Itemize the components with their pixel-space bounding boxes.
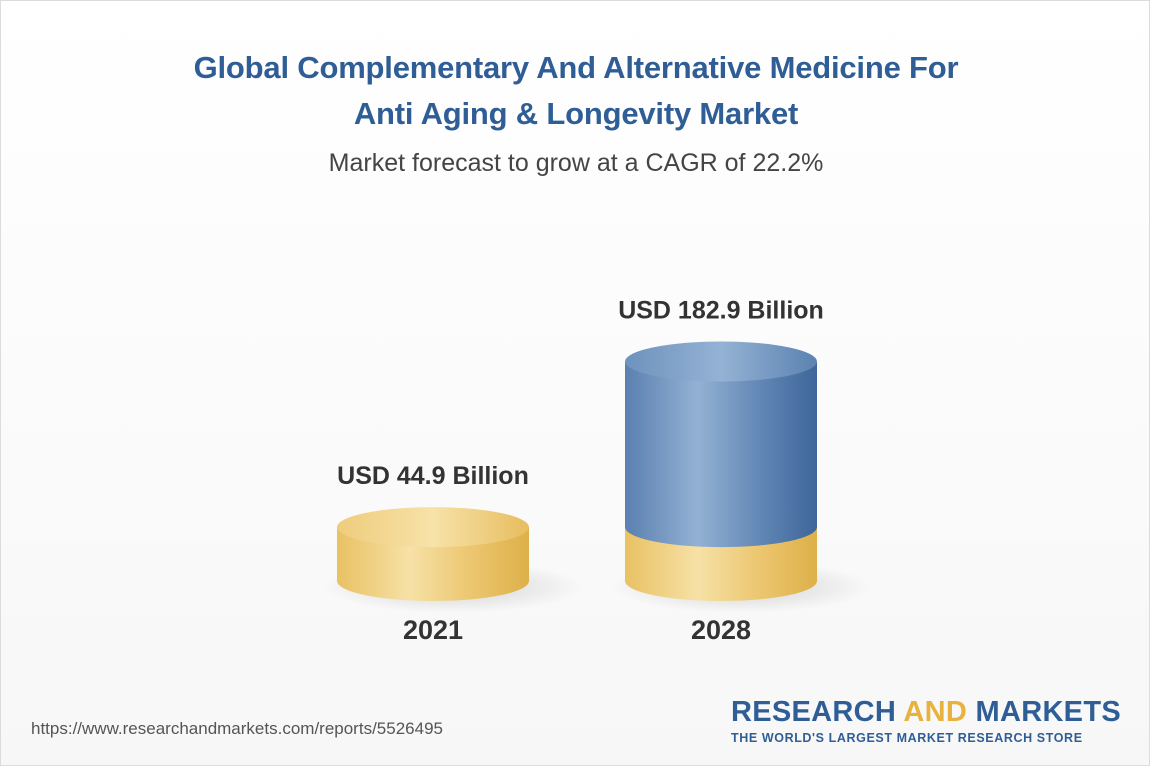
source-url[interactable]: https://www.researchandmarkets.com/repor… bbox=[31, 719, 443, 738]
brand-word-and: AND bbox=[903, 696, 968, 728]
bar-top-2021 bbox=[337, 507, 529, 548]
brand-logo: RESEARCH AND MARKETS THE WORLD'S LARGEST… bbox=[731, 695, 1121, 745]
category-label-2021: 2021 bbox=[403, 615, 463, 645]
category-label-2028: 2028 bbox=[691, 615, 751, 645]
title-line-1: Global Complementary And Alternative Med… bbox=[193, 50, 959, 85]
bar-2021 bbox=[337, 527, 529, 601]
bar-top-2028 bbox=[625, 341, 817, 382]
brand-tagline: THE WORLD'S LARGEST MARKET RESEARCH STOR… bbox=[730, 731, 1083, 745]
title-line-2: Anti Aging & Longevity Market bbox=[353, 96, 799, 131]
data-label-2028: USD 182.9 Billion bbox=[618, 297, 824, 325]
data-label-2021: USD 44.9 Billion bbox=[337, 462, 529, 490]
brand-word-research: RESEARCH bbox=[730, 696, 897, 728]
bar-base-segment-2028 bbox=[625, 527, 817, 601]
brand-name: RESEARCH AND MARKETS bbox=[731, 695, 1121, 729]
chart-subtitle: Market forecast to grow at a CAGR of 22.… bbox=[328, 149, 824, 177]
page-title: Global Complementary And Alternative Med… bbox=[1, 45, 1150, 137]
brand-word-markets: MARKETS bbox=[975, 696, 1121, 728]
bar-growth-segment-2028 bbox=[625, 361, 817, 548]
